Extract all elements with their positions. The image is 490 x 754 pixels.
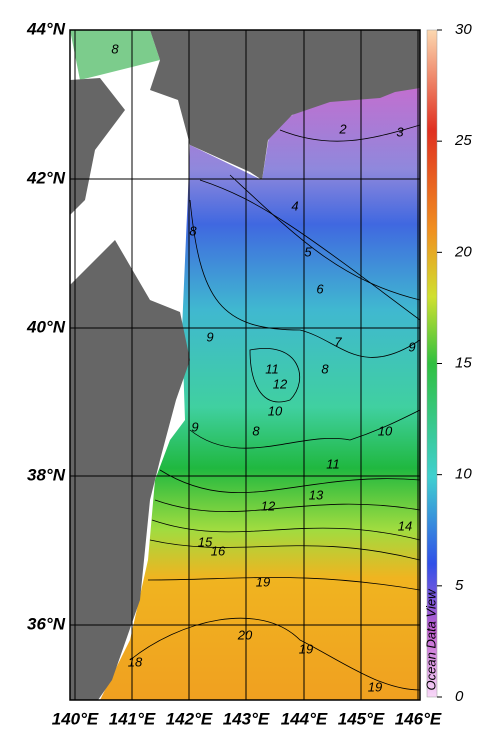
contour-label: 8 (111, 41, 119, 56)
lon-label: 145°E (338, 709, 385, 728)
contour-label: 3 (396, 124, 404, 139)
contour-label: 10 (378, 423, 393, 438)
contour-label: 12 (261, 498, 276, 513)
contour-label: 20 (237, 627, 253, 642)
contour-label: 6 (316, 281, 324, 296)
lon-label: 146°E (395, 709, 442, 728)
credit: Ocean Data View (423, 588, 438, 691)
lat-label: 40°N (26, 317, 66, 336)
contour-label: 12 (273, 376, 288, 391)
contour-label: 4 (291, 198, 298, 213)
graticule (70, 30, 420, 700)
lon-label: 140°E (52, 709, 99, 728)
land (70, 78, 125, 215)
colorbar-label: 10 (455, 466, 472, 483)
colorbar-label: 20 (454, 243, 472, 260)
colorbar-label: 30 (455, 21, 472, 38)
colorbar-label: 25 (454, 132, 472, 149)
contour-label: 19 (256, 574, 270, 589)
map-area (70, 30, 420, 700)
lon-label: 142°E (166, 709, 213, 728)
map-frame (69, 29, 421, 701)
lat-label: 36°N (27, 614, 66, 633)
colorbar-label: 15 (455, 354, 472, 371)
contour-label: 9 (408, 339, 415, 354)
lon-label: 143°E (223, 709, 270, 728)
colorbar-label: 5 (455, 577, 464, 594)
contour-label: 13 (309, 487, 324, 502)
colorbar-label: 0 (455, 688, 464, 705)
contour-label: 18 (128, 654, 143, 669)
contour-label: 8 (321, 361, 329, 376)
contour-label: 14 (398, 518, 412, 533)
contour-label: 11 (326, 456, 340, 471)
land (150, 30, 420, 180)
contour-label: 11 (265, 361, 279, 376)
contour-label: 19 (368, 679, 382, 694)
contour-label: 15 (198, 534, 213, 549)
contour-label: 2 (338, 121, 347, 136)
contour-label: 19 (299, 641, 313, 656)
contour-label: 8 (189, 223, 197, 238)
lat-label: 38°N (27, 465, 66, 484)
ocean-field-nw (70, 30, 160, 80)
land (70, 240, 190, 700)
lat-label: 44°N (26, 19, 66, 38)
lat-label: 42°N (26, 168, 66, 187)
contour-label: 8 (252, 423, 260, 438)
contour-label: 16 (211, 543, 226, 558)
contour-label: 10 (268, 403, 283, 418)
contour-label: 9 (206, 329, 213, 344)
contour-label: 7 (334, 334, 342, 349)
lon-label: 141°E (109, 709, 156, 728)
lon-label: 144°E (281, 709, 328, 728)
contour-label: 9 (191, 419, 198, 434)
contours (129, 124, 420, 691)
contour-label: 5 (304, 244, 312, 259)
